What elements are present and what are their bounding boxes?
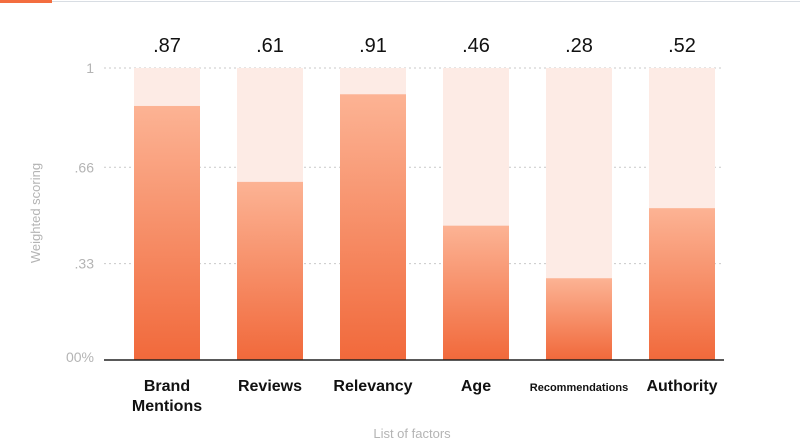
x-tick-label: Authority (646, 378, 717, 395)
data-label: .28 (565, 35, 593, 57)
y-tick-label: .33 (75, 256, 95, 272)
y-tick-label: 1 (86, 60, 94, 76)
bar (443, 225, 509, 360)
y-tick-label: .66 (75, 159, 95, 175)
x-tick-label: Reviews (238, 378, 302, 395)
y-axis-title: Weighted scoring (28, 163, 43, 263)
data-label: .91 (359, 35, 387, 57)
corner-accent-bar (0, 0, 52, 3)
bar (237, 181, 303, 360)
y-tick-label: 00% (66, 349, 94, 365)
x-tick-label: Brand Mentions (132, 378, 202, 415)
x-tick-label: Age (461, 378, 491, 395)
bar (649, 208, 715, 360)
data-label: .61 (256, 35, 284, 57)
x-tick-label: Relevancy (333, 378, 412, 395)
data-label: .87 (153, 35, 181, 57)
data-label: .52 (668, 35, 696, 57)
x-axis-title: List of factors (373, 426, 451, 441)
top-divider (52, 1, 800, 2)
data-label: .46 (462, 35, 490, 57)
x-tick-label: Recommendations (530, 382, 628, 394)
bar (340, 94, 406, 360)
bar (546, 278, 612, 360)
bar (134, 105, 200, 361)
